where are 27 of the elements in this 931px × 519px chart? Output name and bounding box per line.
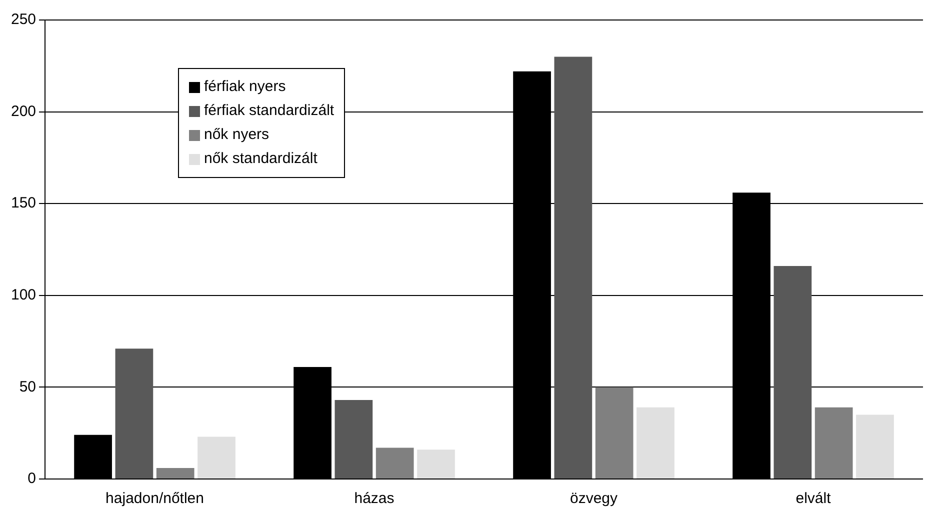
y-tick-label: 250 [10, 11, 36, 28]
bar [417, 450, 455, 478]
y-tick-label: 0 [28, 470, 36, 488]
bar [376, 448, 414, 478]
y-tick-label: 100 [10, 286, 36, 304]
x-tick-label: özvegy [570, 490, 618, 508]
bar [74, 434, 112, 478]
bar [636, 407, 674, 478]
bar [156, 468, 194, 478]
bar [334, 400, 373, 478]
legend-label: férfiak nyers [204, 77, 286, 97]
legend-label: nők standardizált [204, 149, 318, 169]
bar [115, 348, 154, 478]
bar [856, 414, 894, 478]
bar [554, 56, 592, 478]
y-tick-label: 150 [10, 194, 36, 212]
x-tick-label: házas [354, 490, 394, 508]
bar [814, 407, 853, 478]
x-tick-label: elvált [796, 490, 832, 508]
y-tick-label: 200 [10, 102, 36, 120]
y-tick-label: 50 [19, 378, 36, 396]
legend-label: nők nyers [204, 125, 270, 145]
x-tick-label: hajadon/nőtlen [106, 490, 204, 508]
bar [198, 436, 236, 478]
bar [595, 387, 634, 478]
bar [774, 266, 812, 478]
legend-label: férfiak standardizált [204, 101, 334, 121]
